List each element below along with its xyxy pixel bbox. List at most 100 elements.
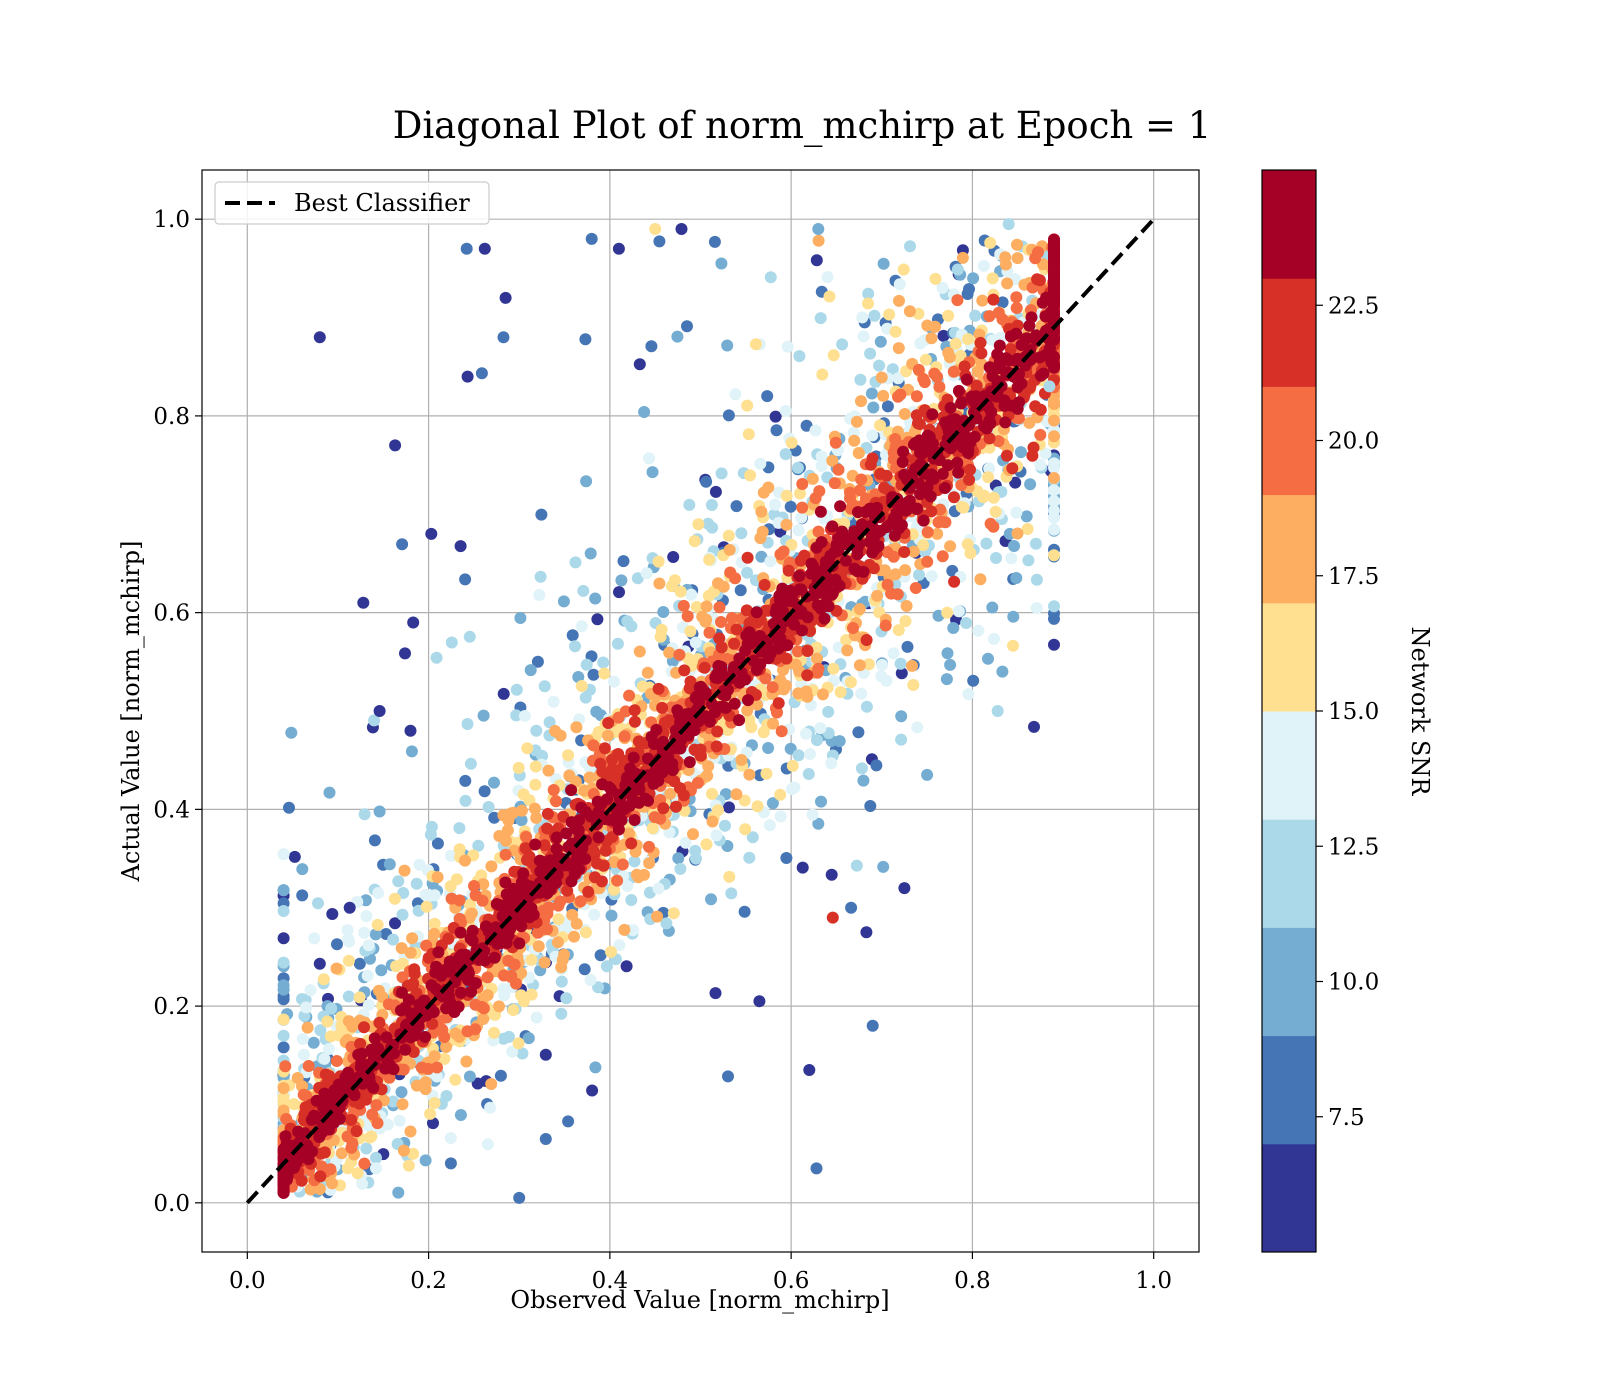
data-point (761, 390, 774, 403)
data-point (956, 251, 969, 264)
data-point (453, 894, 466, 907)
data-point (318, 1052, 331, 1065)
data-point (652, 882, 665, 895)
data-point (991, 348, 1004, 361)
data-point (900, 600, 913, 612)
data-point (722, 529, 735, 542)
data-point (566, 908, 579, 921)
data-point (277, 956, 290, 969)
data-point (1048, 430, 1060, 443)
data-point (625, 837, 638, 850)
data-point (579, 691, 592, 704)
data-point (513, 937, 526, 950)
data-point (929, 320, 942, 333)
data-point (935, 515, 948, 528)
data-point (984, 517, 997, 530)
data-point (877, 389, 890, 402)
data-point (425, 820, 438, 833)
data-point (734, 584, 747, 597)
data-point (891, 588, 904, 601)
data-point (879, 619, 892, 632)
data-point (729, 572, 742, 585)
data-point (481, 1138, 494, 1151)
data-point (709, 987, 722, 1000)
data-point (700, 475, 713, 488)
data-point (794, 554, 807, 567)
data-point (291, 1072, 304, 1084)
data-point (440, 1041, 453, 1053)
data-point (547, 784, 560, 796)
data-point (565, 784, 578, 797)
data-point (628, 715, 641, 728)
data-point (811, 666, 824, 679)
data-point (321, 1015, 334, 1028)
data-point (539, 1048, 552, 1061)
data-point (428, 917, 441, 930)
data-point (710, 740, 723, 753)
data-point (454, 1109, 467, 1121)
data-point (530, 724, 543, 737)
data-point (815, 795, 827, 808)
data-point (741, 704, 754, 717)
data-point (664, 787, 677, 800)
data-point (715, 257, 728, 270)
data-point (688, 535, 701, 548)
data-point (615, 574, 628, 587)
data-point (477, 878, 490, 891)
data-point (387, 1095, 400, 1108)
data-point (909, 582, 922, 594)
data-point (393, 1114, 406, 1127)
data-point (541, 807, 554, 820)
data-point (860, 634, 873, 646)
data-point (277, 932, 290, 945)
data-point (812, 234, 825, 247)
data-point (277, 884, 290, 897)
data-point (857, 774, 870, 787)
data-point (991, 705, 1004, 717)
data-point (636, 680, 649, 693)
data-point (277, 993, 290, 1006)
data-point (987, 632, 1000, 645)
data-point (775, 725, 788, 738)
data-point (529, 760, 542, 773)
data-point (810, 254, 823, 267)
data-point (602, 717, 615, 729)
data-point (777, 545, 790, 558)
data-point (424, 1107, 437, 1120)
data-point (745, 721, 758, 734)
data-point (404, 1125, 417, 1138)
data-point (569, 640, 581, 653)
data-point (960, 373, 973, 386)
data-point (855, 687, 868, 700)
data-point (1034, 428, 1047, 441)
data-point (723, 543, 736, 556)
data-point (983, 310, 996, 323)
data-point (330, 1055, 343, 1067)
data-point (743, 768, 756, 781)
data-point (396, 1098, 409, 1111)
data-point (687, 828, 699, 841)
data-point (307, 1036, 320, 1049)
data-point (656, 701, 669, 714)
data-point (432, 946, 445, 959)
data-point (580, 926, 592, 939)
data-point (801, 669, 814, 682)
data-point (277, 1013, 290, 1026)
data-point (677, 599, 690, 612)
data-point (375, 964, 388, 977)
data-point (735, 527, 748, 540)
data-point (485, 860, 498, 873)
data-point (980, 537, 993, 550)
data-point (568, 930, 580, 943)
data-point (584, 974, 597, 986)
data-point (444, 1132, 457, 1145)
data-point (815, 460, 828, 472)
data-point (730, 500, 743, 513)
data-point (715, 616, 727, 628)
data-point (865, 387, 878, 400)
data-point (589, 592, 602, 605)
data-point (774, 788, 787, 801)
data-point (657, 606, 670, 618)
data-point (983, 462, 996, 475)
data-point (828, 477, 841, 490)
